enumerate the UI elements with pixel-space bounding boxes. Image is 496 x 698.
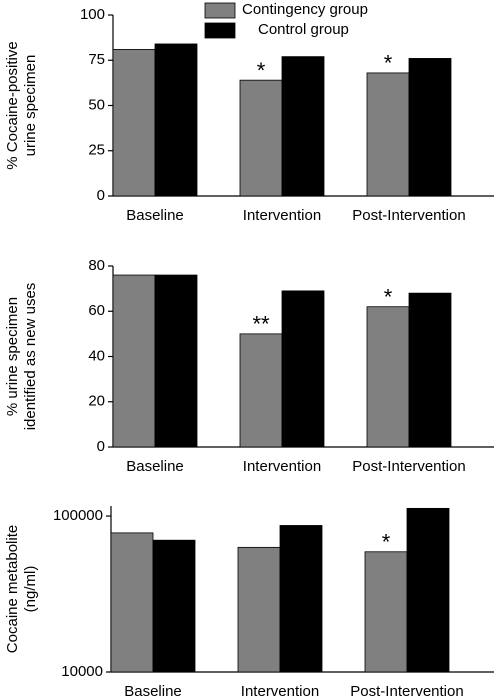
significance-marker: * [384, 285, 393, 310]
legend-label: Contingency group [242, 1, 368, 18]
significance-marker: * [384, 51, 393, 76]
x-tick-label: Baseline [124, 683, 182, 698]
y-label-line: (ng/ml) [22, 566, 39, 613]
x-tick-label: Post-Intervention [352, 207, 465, 224]
bar [366, 306, 410, 448]
bar [154, 43, 198, 197]
y-axis-label: % Cocaine-positiveurine specimen [4, 41, 39, 169]
y-tick-label: 25 [88, 142, 105, 159]
bar [406, 507, 450, 673]
y-tick-label: 40 [88, 347, 105, 364]
bar [239, 79, 283, 197]
x-tick-label: Post-Intervention [352, 458, 465, 475]
y-tick-label: 80 [88, 257, 105, 274]
y-label-line: identified as new uses [22, 283, 39, 431]
bar [112, 48, 156, 197]
bar [408, 292, 452, 448]
y-tick-label: 75 [88, 51, 105, 68]
x-tick-label: Post-Intervention [350, 683, 463, 698]
bar [281, 56, 325, 197]
y-tick-label: 10000 [61, 663, 103, 680]
bar [239, 333, 283, 448]
bar [408, 58, 452, 197]
legend-swatch [204, 22, 236, 39]
y-label-line: Cocaine metabolite [4, 525, 21, 653]
x-tick-label: Intervention [243, 458, 321, 475]
y-label-line: % urine specimen [4, 297, 21, 416]
x-tick-label: Intervention [243, 207, 321, 224]
significance-marker: ** [252, 312, 270, 337]
x-tick-label: Intervention [241, 683, 319, 698]
y-tick-label: 50 [88, 96, 105, 113]
x-tick-label: Baseline [126, 458, 184, 475]
bar [279, 525, 323, 673]
bar [110, 532, 154, 673]
bar [237, 546, 281, 673]
y-tick-label: 0 [97, 438, 105, 455]
significance-marker: * [382, 530, 391, 555]
y-tick-label: 60 [88, 302, 105, 319]
bar [366, 72, 410, 197]
legend-label: Control group [258, 21, 349, 38]
y-tick-label: 100 [80, 6, 105, 23]
bar [364, 551, 408, 673]
bar [281, 290, 325, 448]
bar [112, 274, 156, 448]
y-label-line: % Cocaine-positive [4, 41, 21, 169]
significance-marker: * [257, 58, 266, 83]
y-tick-label: 0 [97, 187, 105, 204]
legend-swatch [204, 2, 236, 19]
bar [154, 274, 198, 448]
bar [152, 539, 196, 673]
y-tick-label: 20 [88, 393, 105, 410]
y-tick-label: 100000 [53, 507, 103, 524]
x-tick-label: Baseline [126, 207, 184, 224]
y-axis-label: % urine specimenidentified as new uses [4, 283, 39, 431]
y-label-line: urine specimen [22, 55, 39, 157]
y-axis-label: Cocaine metabolite(ng/ml) [4, 525, 39, 653]
